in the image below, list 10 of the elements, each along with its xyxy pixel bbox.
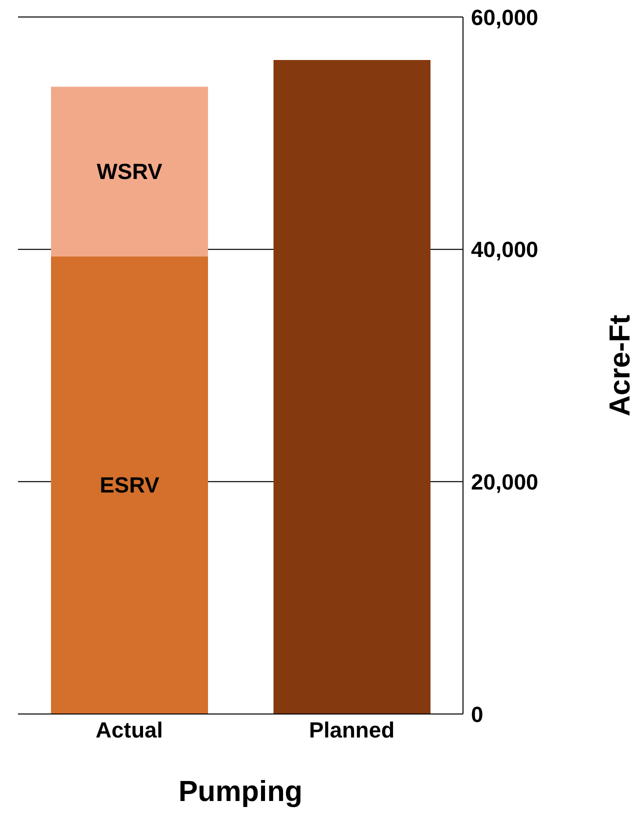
x-axis-title: Pumping — [178, 776, 303, 808]
x-tick-label: Actual — [96, 718, 163, 743]
y-tick-label: 20,000 — [471, 469, 538, 494]
series-label: ESRV — [100, 472, 160, 498]
y-tick-label: 40,000 — [471, 237, 538, 262]
y-tick-label: 0 — [471, 702, 484, 727]
y-axis-title: Acre-Ft — [604, 314, 634, 416]
x-tick-label: Planned — [308, 718, 395, 743]
series-label: WSRV — [96, 159, 163, 184]
y-tick-label: 60,000 — [471, 4, 538, 30]
